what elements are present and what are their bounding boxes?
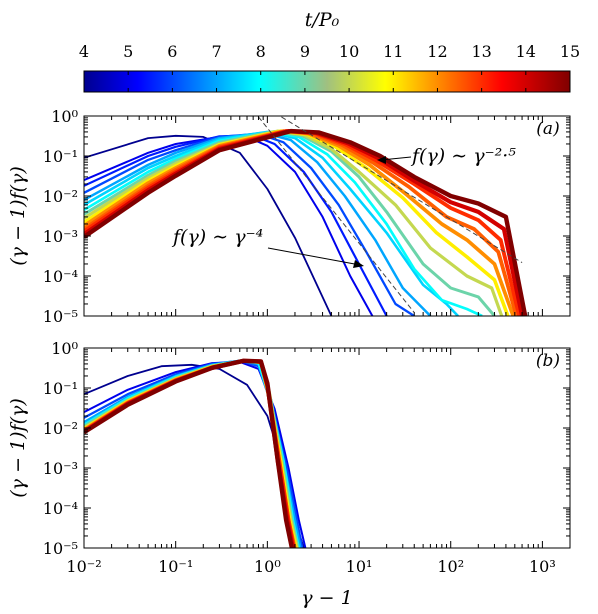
colorbar: t/P₀ 4 5 6 7 8 9 10 11 12 13 14 15 bbox=[79, 9, 580, 93]
arrow-head-a bbox=[377, 156, 386, 164]
panel-b-ticks bbox=[83, 347, 571, 549]
y-tick-label: 10⁻⁴ bbox=[43, 499, 78, 518]
colorbar-tick-label: 13 bbox=[471, 42, 491, 61]
annotation-gamma-4: f(γ) ∼ γ⁻⁴ bbox=[171, 226, 263, 248]
colorbar-tick-label: 5 bbox=[123, 42, 133, 61]
annotation-gamma-2.5: f(γ) ∼ γ⁻²·⁵ bbox=[410, 145, 516, 167]
colorbar-tick-label: 11 bbox=[383, 42, 403, 61]
colorbar-gradient bbox=[83, 70, 571, 93]
series-line-t-9 bbox=[84, 130, 496, 316]
colorbar-tick-label: 4 bbox=[79, 42, 89, 61]
series-line-t-7 bbox=[84, 131, 432, 316]
colorbar-tick-label: 14 bbox=[516, 42, 536, 61]
colorbar-tick-labels: 4 5 6 7 8 9 10 11 12 13 14 15 bbox=[79, 42, 580, 61]
colorbar-ticks bbox=[83, 71, 571, 92]
series-line-t-6 bbox=[84, 132, 415, 316]
y-tick-label: 10⁻⁵ bbox=[43, 539, 78, 558]
annotation-arrows bbox=[267, 156, 412, 268]
series-line-t-14 bbox=[84, 358, 295, 548]
panel-a-ticks bbox=[83, 115, 571, 317]
panel-b-series bbox=[84, 358, 307, 548]
y-tick-label: 10⁻¹ bbox=[43, 379, 78, 398]
x-tick-label: 10² bbox=[437, 557, 464, 576]
x-tick-label: 10³ bbox=[529, 557, 556, 576]
y-tick-label: 10⁰ bbox=[51, 107, 78, 126]
panel-b-y-tick-labels: 10⁰ 10⁻¹ 10⁻² 10⁻³ 10⁻⁴ 10⁻⁵ bbox=[43, 339, 78, 558]
y-tick-label: 10⁻³ bbox=[43, 227, 78, 246]
panel-b-frame bbox=[83, 347, 571, 549]
y-tick-label: 10⁻² bbox=[43, 419, 78, 438]
y-tick-label: 10⁻⁵ bbox=[43, 307, 78, 326]
panel-a-y-tick-labels: 10⁰ 10⁻¹ 10⁻² 10⁻³ 10⁻⁴ 10⁻⁵ bbox=[43, 107, 78, 326]
series-line-t-11 bbox=[84, 359, 298, 548]
y-tick-label: 10⁰ bbox=[51, 339, 78, 358]
colorbar-tick-label: 8 bbox=[256, 42, 266, 61]
series-line-t-13 bbox=[84, 358, 296, 548]
y-tick-label: 10⁻² bbox=[43, 187, 78, 206]
y-tick-label: 10⁻³ bbox=[43, 459, 78, 478]
arrow-head-b bbox=[353, 260, 364, 268]
colorbar-title: t/P₀ bbox=[305, 9, 340, 31]
panel-a-reference-lines bbox=[258, 116, 523, 313]
x-tick-label: 10⁻¹ bbox=[158, 557, 193, 576]
colorbar-tick-label: 9 bbox=[300, 42, 310, 61]
series-line-t-8 bbox=[84, 130, 483, 316]
x-tick-label: 10¹ bbox=[346, 557, 373, 576]
series-line-t-15 bbox=[84, 128, 528, 316]
panel-b-label: (b) bbox=[536, 351, 560, 371]
panel-a-frame bbox=[83, 115, 571, 317]
panel-a-label: (a) bbox=[536, 119, 559, 139]
series-line-t-15 bbox=[84, 358, 295, 548]
colorbar-tick-label: 7 bbox=[211, 42, 221, 61]
colorbar-tick-label: 15 bbox=[560, 42, 580, 61]
y-tick-label: 10⁻¹ bbox=[43, 147, 78, 166]
panel-a-ylabel: (γ − 1)f(γ) bbox=[7, 166, 29, 265]
panel-b-ylabel: (γ − 1)f(γ) bbox=[7, 398, 29, 497]
colorbar-tick-label: 10 bbox=[339, 42, 359, 61]
x-axis-label: γ − 1 bbox=[301, 587, 352, 609]
x-tick-label: 10⁰ bbox=[254, 557, 281, 576]
series-line-t-5 bbox=[84, 360, 307, 548]
reference-line bbox=[258, 116, 415, 313]
panel-b-x-tick-labels: 10⁻² 10⁻¹ 10⁰ 10¹ 10² 10³ bbox=[66, 557, 555, 576]
y-tick-label: 10⁻⁴ bbox=[43, 267, 78, 286]
colorbar-tick-label: 12 bbox=[427, 42, 447, 61]
series-line-t-12 bbox=[84, 358, 297, 548]
series-line-t-7.5 bbox=[84, 130, 459, 316]
series-line-t-10 bbox=[84, 129, 504, 316]
reference-line bbox=[278, 116, 523, 264]
colorbar-tick-label: 6 bbox=[167, 42, 177, 61]
x-tick-label: 10⁻² bbox=[66, 557, 101, 576]
panel-a-series bbox=[84, 128, 528, 316]
